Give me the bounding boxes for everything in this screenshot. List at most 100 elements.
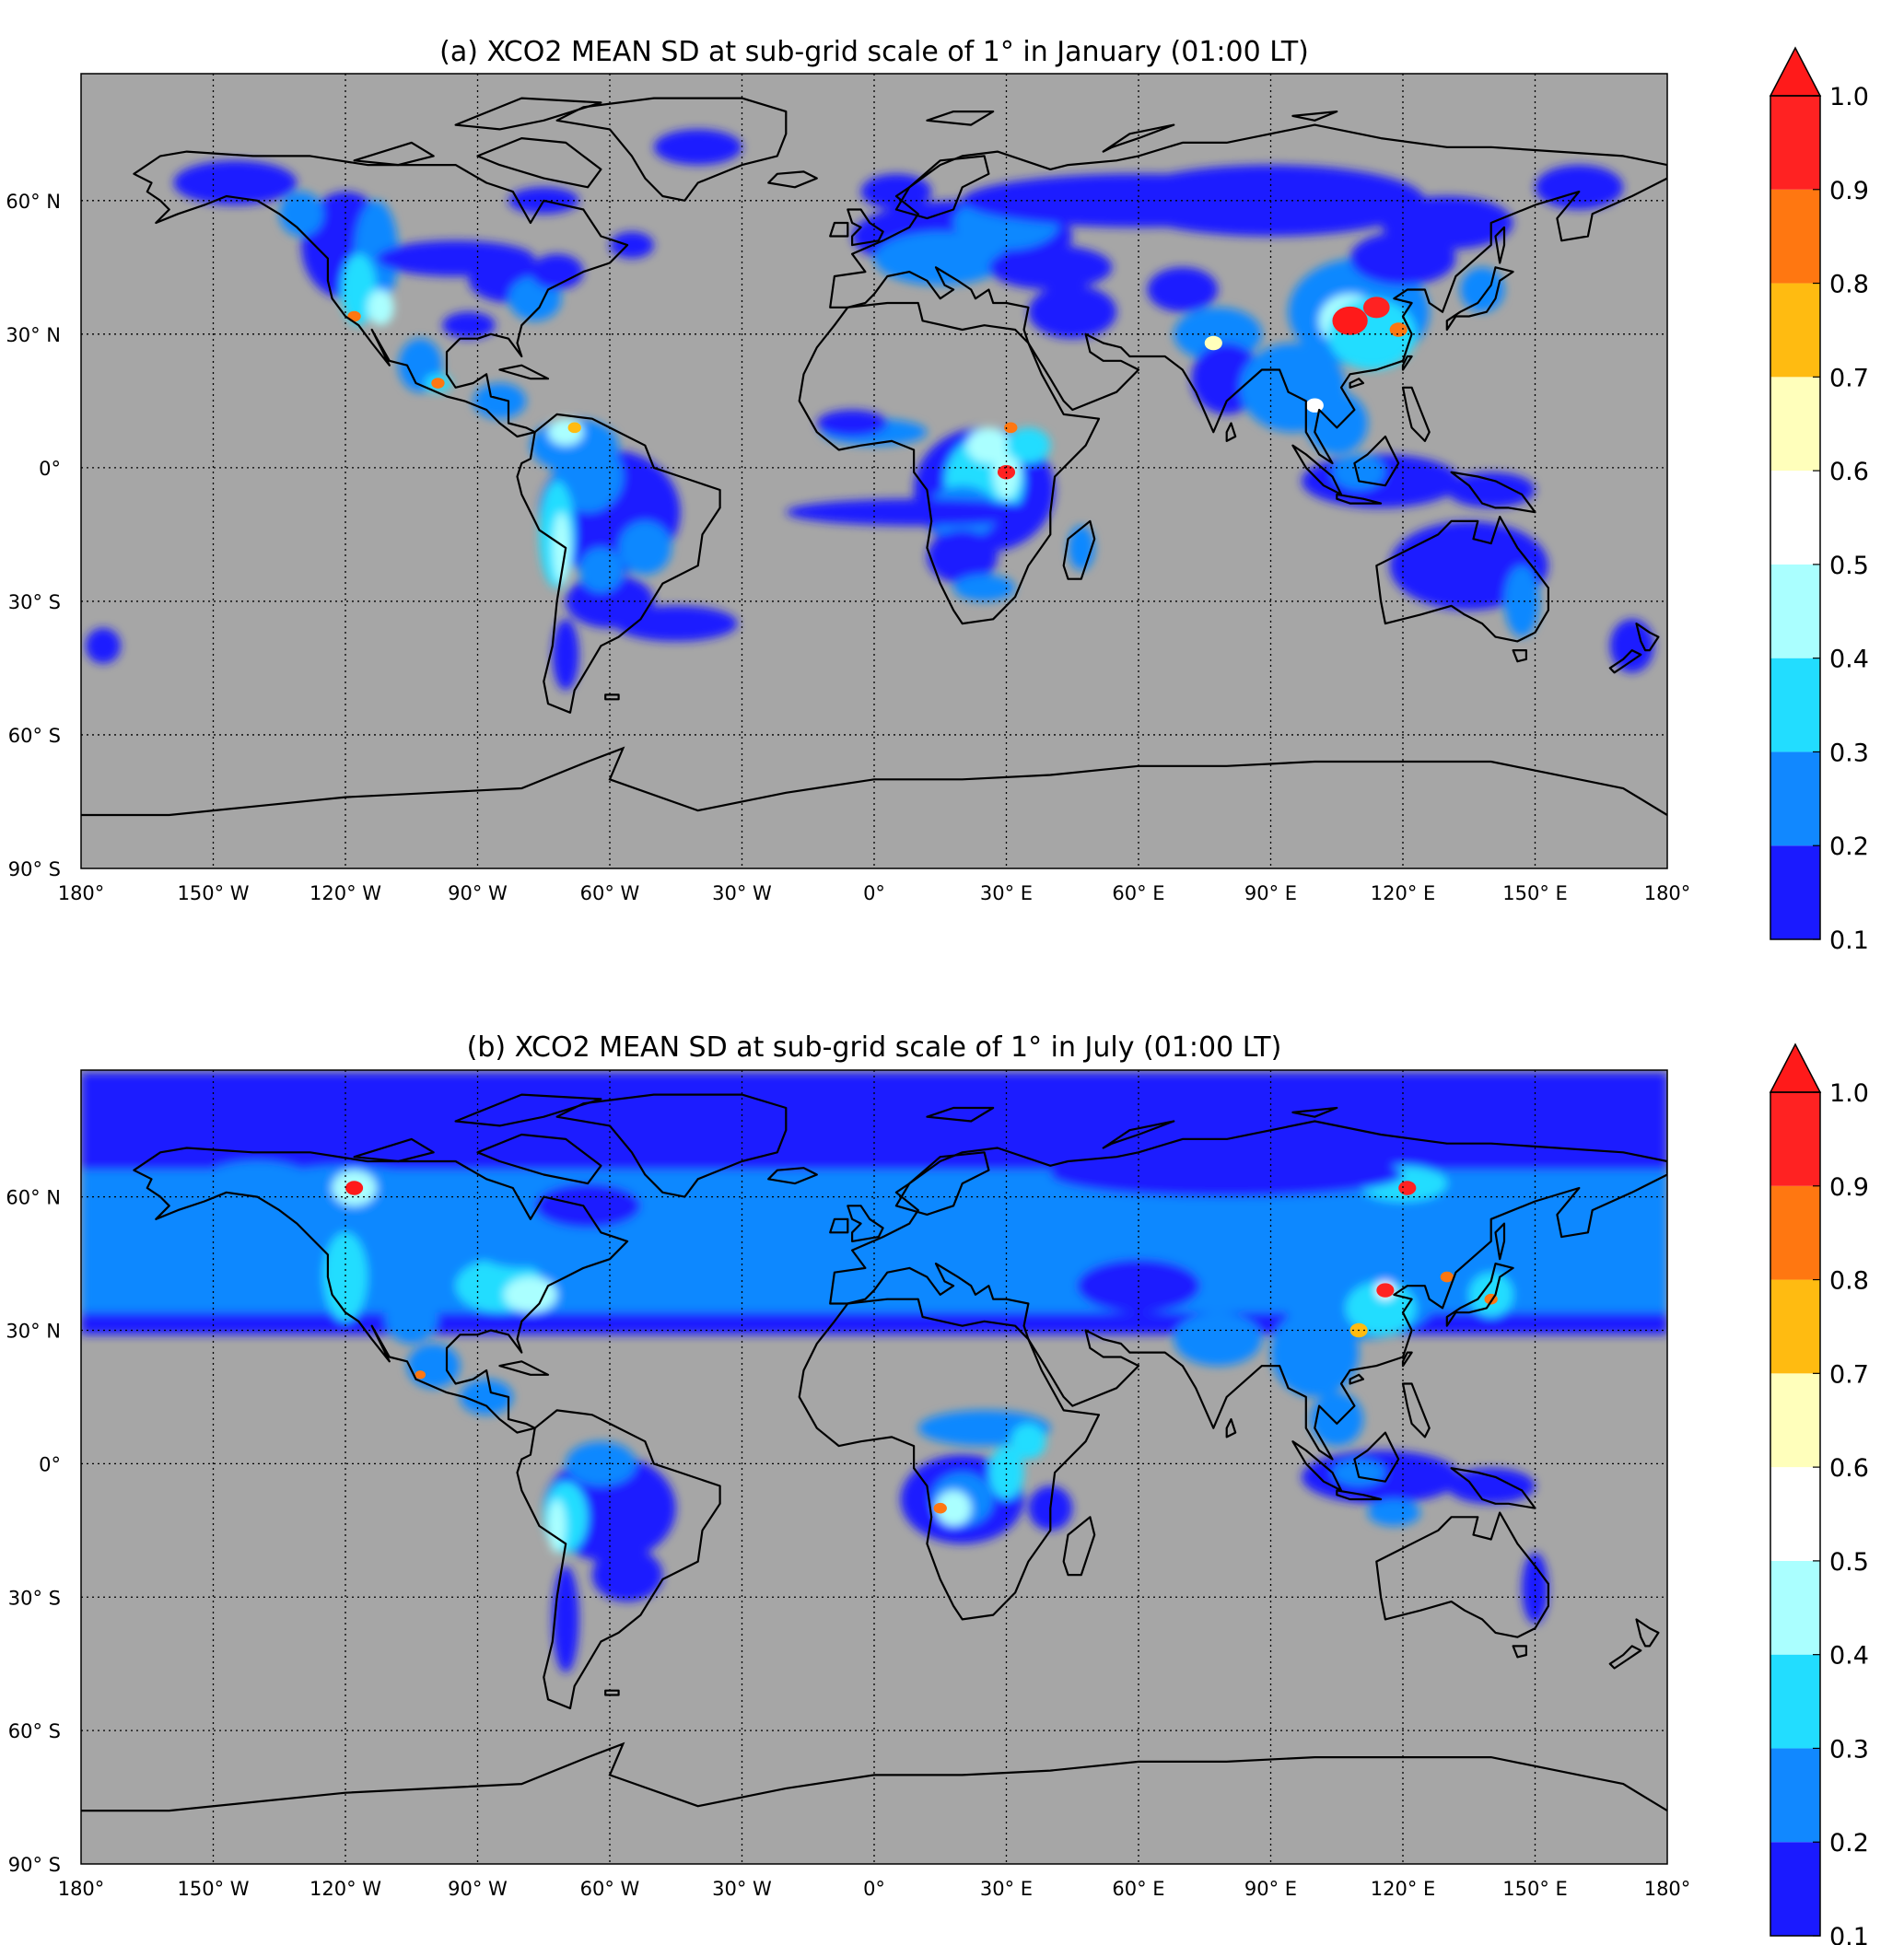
coastline-sakhalin	[1494, 226, 1506, 264]
field-patch	[816, 410, 888, 437]
coastline-africa	[798, 301, 1101, 625]
lon-tick-label: 180°	[58, 1878, 105, 1900]
lon-tick-label: 150° E	[1502, 882, 1568, 904]
coastline-northAmerica	[133, 150, 629, 438]
coastline-nzSouth	[1608, 1645, 1642, 1670]
coastline-hainan	[1349, 378, 1365, 389]
field-patch	[1367, 1499, 1421, 1526]
field-patch	[1270, 1308, 1360, 1397]
lon-tick-label: 90° W	[448, 882, 508, 904]
colorbar-tick-label: 1.0	[1829, 83, 1869, 111]
coastline-eurasia	[829, 1120, 1667, 1461]
coastline-severnaya	[1291, 111, 1338, 122]
field-patch	[1403, 1237, 1491, 1291]
coastline-greenland	[555, 97, 788, 202]
colorbar-segment	[1770, 189, 1820, 284]
hotspot	[1362, 297, 1390, 319]
coastline-ireland	[829, 1217, 849, 1234]
lon-tick-label: 150° W	[177, 1878, 249, 1900]
lat-tick-label: 60° N	[6, 191, 61, 213]
coastline-falklands	[604, 1689, 620, 1696]
coastlines	[81, 1093, 1667, 1812]
field-patch	[1504, 565, 1540, 637]
coastline-newGuinea	[1450, 471, 1536, 514]
coastline-baffin	[476, 1133, 602, 1185]
coastline-cuba	[498, 1360, 550, 1376]
lat-tick-label: 60° S	[8, 1720, 61, 1742]
lon-tick-label: 0°	[863, 882, 885, 904]
field-patch	[367, 289, 394, 326]
field-patch	[85, 627, 122, 664]
colorbar-segment	[1770, 1748, 1820, 1843]
colorbar-tick-label: 0.9	[1829, 177, 1869, 205]
field-patch	[786, 498, 1051, 526]
field-patch	[1522, 1552, 1548, 1625]
colorbar: 0.1 0.2 0.3 0.4 0.5 0.6 0.7 0.8 0.9 1.0 ppm	[1769, 46, 1904, 955]
field-patch	[552, 619, 579, 691]
colorbar-tick-label: 0.6	[1829, 458, 1869, 486]
field-patch	[548, 1499, 567, 1553]
coastline-java	[1336, 493, 1383, 505]
field-patch	[504, 1276, 557, 1313]
field-patch	[1310, 1392, 1363, 1447]
coastline-victoria	[353, 1137, 435, 1163]
coastline-northAmerica	[133, 1147, 629, 1434]
coastline-newGuinea	[1450, 1467, 1536, 1509]
coastline-svalbard	[926, 1106, 995, 1123]
map-frame	[80, 1069, 1668, 1865]
coastline-tasmania	[1512, 1645, 1527, 1659]
field-patch	[1381, 195, 1513, 250]
coastline-scandinaviaFix	[894, 1151, 990, 1216]
colorbar-tick-label: 0.9	[1829, 1173, 1869, 1202]
colorbar-label: ppm	[1899, 1489, 1904, 1539]
hotspot	[1004, 422, 1018, 434]
coastline-taiwan	[1401, 1351, 1413, 1368]
map-area	[81, 1070, 1667, 1864]
coastline-sriLanka	[1225, 1418, 1237, 1438]
lon-tick-label: 30° E	[980, 882, 1033, 904]
lon-tick-label: 30° W	[712, 1878, 772, 1900]
field-patch	[1345, 1281, 1417, 1335]
coastline-australia	[1375, 516, 1549, 643]
field-patch	[534, 1183, 641, 1229]
map-area	[81, 74, 1667, 868]
hotspot	[567, 422, 581, 434]
map-panel-b: (b) XCO2 MEAN SD at sub-grid scale of 1°…	[6, 1031, 1904, 1945]
field-patch	[1050, 1152, 1403, 1197]
field-patch	[1446, 1468, 1536, 1504]
colorbar-segment	[1770, 845, 1820, 939]
lon-tick-label: 180°	[1644, 1878, 1691, 1900]
lon-tick-label: 180°	[1644, 882, 1691, 904]
field-patch	[473, 383, 527, 419]
colorbar-segment	[1770, 283, 1820, 378]
coastline-nzNorth	[1635, 623, 1660, 652]
lon-tick-label: 90° E	[1244, 1878, 1297, 1900]
coastline-falklands	[604, 693, 620, 701]
field-patch	[1010, 1423, 1046, 1460]
lat-tick-label: 90° S	[8, 858, 61, 880]
coastline-philippines	[1401, 386, 1431, 442]
field-patch	[1028, 285, 1117, 339]
coastline-hainan	[1349, 1373, 1365, 1385]
coastline-victoria	[353, 141, 435, 167]
colorbar-frame	[1770, 1091, 1821, 1937]
colorbar-frame	[1770, 95, 1821, 940]
lon-tick-label: 120° E	[1371, 1878, 1436, 1900]
colorbar-tick-label: 1.0	[1829, 1079, 1869, 1108]
field-patch	[1332, 454, 1385, 491]
field-patch	[442, 311, 496, 339]
coastline-sriLanka	[1225, 422, 1237, 442]
field-patch	[406, 1343, 461, 1389]
lat-tick-label: 30° N	[6, 1321, 61, 1343]
colorbar-segment	[1770, 751, 1820, 846]
field-patch	[613, 605, 738, 642]
coastline-nzNorth	[1635, 1618, 1660, 1648]
coastline-sakhalin	[1494, 1222, 1506, 1261]
field-patch	[530, 253, 584, 290]
coastline-baffin	[476, 137, 602, 189]
colorbar-segment	[1770, 1654, 1820, 1749]
colorbar-segment	[1770, 658, 1820, 752]
field-patch	[935, 1490, 972, 1526]
field-patch	[610, 231, 654, 259]
